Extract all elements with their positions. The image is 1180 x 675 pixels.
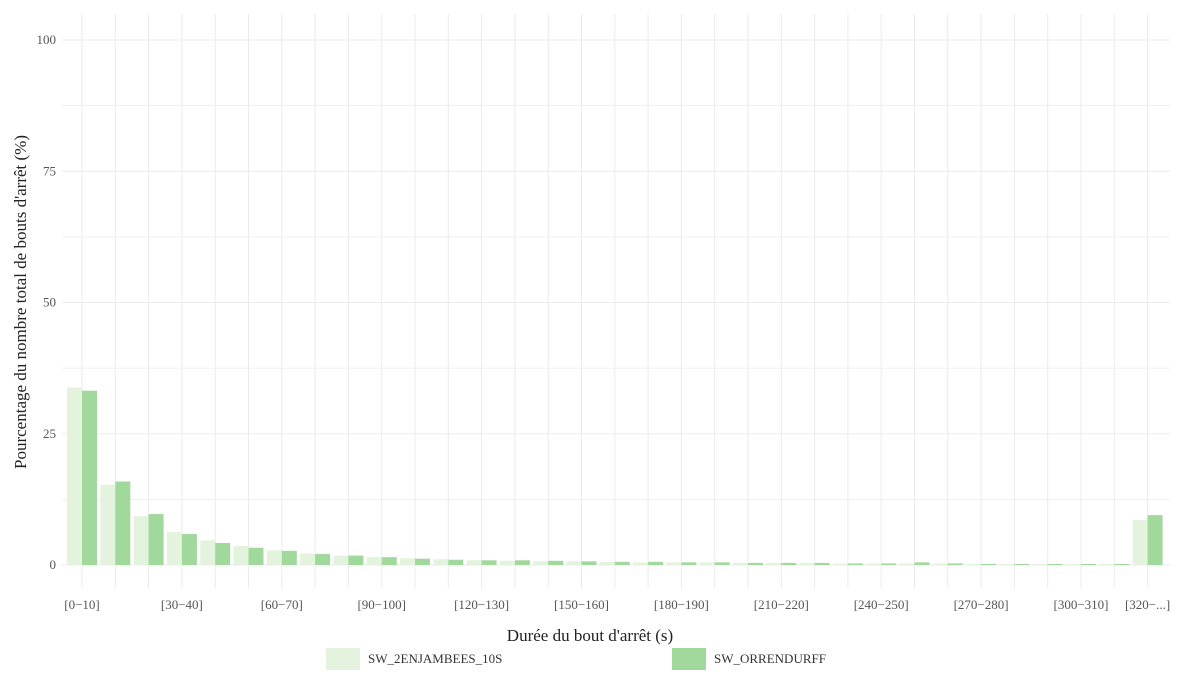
bar-1 bbox=[1032, 563, 1048, 565]
bar-1 bbox=[666, 562, 682, 565]
x-tick-label: [240−250] bbox=[854, 597, 909, 612]
legend: SW_2ENJAMBEES_10S SW_ORRENDURFF bbox=[0, 648, 1180, 672]
bar-2 bbox=[1081, 563, 1096, 565]
y-tick-label: 25 bbox=[43, 426, 56, 441]
bar-1 bbox=[300, 553, 316, 565]
bar-2 bbox=[215, 542, 231, 565]
bar-2 bbox=[814, 562, 830, 565]
x-tick-label: [150−160] bbox=[554, 597, 609, 612]
bar-1 bbox=[832, 563, 848, 565]
x-axis-ticks: [0−10] [30−40] [60−70] [90−100] [120−130] [15… bbox=[64, 597, 1170, 612]
y-axis-ticks: 0 25 50 75 100 bbox=[37, 32, 57, 572]
bar-1 bbox=[699, 562, 715, 565]
y-tick-label: 0 bbox=[50, 557, 57, 572]
grid-lines bbox=[62, 14, 1170, 588]
x-axis-title: Durée du bout d'arrêt (s) bbox=[507, 626, 673, 645]
y-tick-label: 75 bbox=[43, 163, 56, 178]
x-tick-label: [90−100] bbox=[357, 597, 406, 612]
x-tick-label: [210−220] bbox=[754, 597, 809, 612]
bar-1 bbox=[999, 563, 1015, 565]
x-tick-label: [0−10] bbox=[64, 597, 100, 612]
legend-label-series-2: SW_ORRENDURFF bbox=[714, 651, 826, 666]
x-tick-label: [320−...] bbox=[1125, 597, 1170, 612]
bar-1 bbox=[899, 563, 915, 565]
bar-1 bbox=[200, 540, 216, 565]
bar-1 bbox=[166, 531, 182, 565]
bar-1 bbox=[866, 563, 882, 565]
bar-1 bbox=[566, 561, 582, 565]
legend-label-series-1: SW_2ENJAMBEES_10S bbox=[368, 651, 503, 666]
bar-2 bbox=[148, 514, 164, 565]
bar-1 bbox=[400, 558, 415, 565]
bar-2 bbox=[115, 481, 131, 565]
y-tick-label: 50 bbox=[43, 295, 56, 310]
bar-1 bbox=[100, 484, 116, 565]
bar-1 bbox=[966, 563, 982, 565]
legend-item-series-2: SW_ORRENDURFF bbox=[672, 648, 826, 670]
bar-1 bbox=[733, 562, 748, 565]
bar-1 bbox=[499, 560, 515, 565]
bar-2 bbox=[514, 560, 530, 565]
bar-2 bbox=[82, 390, 97, 565]
x-tick-label: [300−310] bbox=[1054, 597, 1109, 612]
bar-1 bbox=[1132, 519, 1148, 565]
bar-1 bbox=[233, 546, 249, 565]
bar-2 bbox=[681, 562, 697, 565]
bar-2 bbox=[248, 547, 264, 565]
bar-2 bbox=[181, 534, 197, 565]
bar-1 bbox=[633, 562, 649, 565]
bar-2 bbox=[648, 561, 664, 565]
bar-2 bbox=[1114, 563, 1130, 565]
bar-2 bbox=[947, 563, 963, 565]
bar-2 bbox=[481, 560, 497, 565]
bar-2 bbox=[381, 557, 397, 565]
bar-2 bbox=[548, 560, 564, 565]
bar-1 bbox=[67, 387, 82, 565]
x-tick-label: [180−190] bbox=[654, 597, 709, 612]
y-axis-title: Pourcentage du nombre total de bouts d'a… bbox=[11, 135, 30, 469]
bar-1 bbox=[133, 516, 149, 565]
bar-2 bbox=[281, 550, 297, 565]
bar-2 bbox=[714, 562, 730, 565]
bar-2 bbox=[1014, 563, 1030, 565]
bar-1 bbox=[932, 563, 948, 565]
bar-1 bbox=[366, 557, 382, 565]
x-tick-label: [60−70] bbox=[261, 597, 303, 612]
bar-2 bbox=[1047, 563, 1063, 565]
bar-1 bbox=[1099, 563, 1115, 565]
legend-item-series-1: SW_2ENJAMBEES_10S bbox=[326, 648, 502, 670]
bar-2 bbox=[748, 562, 763, 565]
bar-1 bbox=[799, 562, 815, 565]
bar-2 bbox=[881, 563, 897, 565]
bar-1 bbox=[466, 560, 482, 565]
y-tick-label: 100 bbox=[37, 32, 57, 47]
bar-2 bbox=[614, 561, 630, 565]
bar-2 bbox=[847, 563, 863, 565]
bar-2 bbox=[914, 562, 930, 565]
bar-1 bbox=[599, 561, 615, 565]
bar-1 bbox=[1066, 563, 1081, 565]
bar-1 bbox=[333, 555, 349, 565]
bar-2 bbox=[1147, 515, 1163, 565]
bar-2 bbox=[981, 563, 997, 565]
bars bbox=[67, 387, 1163, 565]
bar-1 bbox=[433, 559, 449, 565]
bar-1 bbox=[266, 550, 282, 565]
bar-2 bbox=[415, 558, 430, 565]
x-tick-label: [30−40] bbox=[161, 597, 203, 612]
bar-1 bbox=[766, 562, 782, 565]
bar-2 bbox=[348, 555, 364, 565]
bar-2 bbox=[448, 559, 464, 565]
bar-1 bbox=[533, 561, 549, 565]
legend-swatch-series-2 bbox=[672, 648, 706, 670]
bar-2 bbox=[315, 553, 331, 565]
x-tick-label: [120−130] bbox=[454, 597, 509, 612]
legend-swatch-series-1 bbox=[326, 648, 360, 670]
x-tick-label: [270−280] bbox=[954, 597, 1009, 612]
bar-2 bbox=[581, 561, 597, 565]
bar-2 bbox=[781, 562, 797, 565]
